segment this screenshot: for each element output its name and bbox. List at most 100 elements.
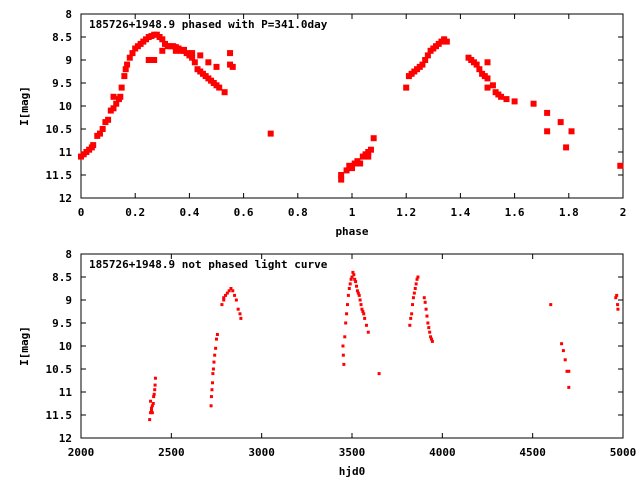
phased-point — [110, 93, 117, 100]
chart-phased: 0 0.2 0.4 0.6 0.8 1 1.2 1.4 1.6 1.8 2 8 8.5 9 9.5 10 10.… — [18, 8, 626, 238]
hjd-point — [353, 277, 357, 281]
hjd-point — [357, 293, 361, 297]
x-tick-label: 1.8 — [559, 206, 579, 219]
hjd-point — [563, 358, 567, 362]
phased-point — [126, 54, 133, 61]
hjd-point — [354, 280, 358, 284]
phased-point — [216, 84, 223, 91]
y-tick-label: 8 — [65, 8, 72, 21]
phased-point — [568, 128, 575, 135]
hjd-point — [210, 388, 214, 392]
hjd-point — [149, 408, 153, 412]
y-axis-label: I[mag] — [18, 326, 31, 366]
phased-point — [544, 109, 551, 116]
hjd-point — [422, 296, 426, 300]
hjd-point — [348, 282, 352, 286]
y-axis-label: I[mag] — [18, 86, 31, 126]
hjd-point — [425, 314, 429, 318]
hjd-point — [341, 353, 345, 357]
phased-point — [489, 82, 496, 89]
x-tick-label: 3000 — [248, 446, 275, 459]
x-tick-label: 4000 — [429, 446, 456, 459]
x-tick-label: 0.8 — [288, 206, 308, 219]
phased-point — [443, 38, 450, 45]
hjd-point — [355, 284, 359, 288]
x-tick-label: 1.6 — [505, 206, 525, 219]
hjd-point — [211, 367, 215, 371]
hjd-point — [239, 316, 243, 320]
phased-point — [476, 66, 483, 73]
hjd-point — [209, 395, 213, 399]
hjd-point — [428, 330, 432, 334]
hjd-point — [215, 337, 218, 341]
phased-point — [357, 160, 364, 167]
hjd-point — [356, 291, 360, 295]
hjd-point — [342, 362, 346, 366]
x-tick-label: 0 — [78, 206, 85, 219]
plot-frame — [80, 253, 624, 439]
hjd-point — [234, 298, 238, 302]
phased-point — [151, 57, 158, 63]
phased-point — [205, 59, 212, 66]
hjd-point — [209, 404, 213, 408]
hjd-point — [416, 275, 420, 279]
x-tick-label: 0.4 — [179, 206, 199, 219]
y-tick-label: 11.5 — [46, 169, 73, 182]
phased-point — [498, 93, 505, 100]
x-tick-label: 0.2 — [125, 206, 145, 219]
y-tick-label: 11 — [59, 386, 73, 399]
x-tick-label: 2000 — [68, 446, 95, 459]
phased-point — [338, 176, 345, 183]
x-tick-label: 3500 — [339, 446, 366, 459]
hjd-point — [359, 303, 363, 307]
hjd-point — [347, 287, 351, 290]
phased-point — [197, 52, 204, 59]
y-tick-label: 10.5 — [46, 363, 73, 376]
hjd-point — [429, 337, 433, 341]
hjd-point — [345, 303, 349, 307]
y-tick-label: 10 — [59, 340, 72, 353]
hjd-point — [412, 291, 416, 295]
phased-point — [110, 105, 117, 112]
hjd-point — [560, 342, 564, 346]
y-tick-label: 8 — [65, 248, 72, 261]
hjd-point — [220, 303, 224, 307]
phased-point — [370, 135, 377, 142]
y-tick-label: 8.5 — [52, 271, 72, 284]
hjd-point — [149, 399, 153, 403]
hjd-point — [233, 293, 237, 297]
x-tick-label: 2500 — [158, 446, 185, 459]
hjd-point — [225, 291, 229, 295]
x-tick-label: 1 — [349, 206, 356, 219]
hjd-point — [150, 404, 154, 408]
hjd-point — [409, 316, 413, 320]
hjd-point — [567, 385, 571, 389]
hjd-point — [341, 344, 345, 348]
hjd-point — [616, 303, 620, 307]
phased-point — [118, 84, 125, 91]
hjd-point — [349, 277, 353, 281]
hjd-point — [148, 418, 152, 422]
chart-unphased: 2000 2500 3000 3500 4000 4500 5000 8 8.5 9 9.5 10 10… — [18, 248, 636, 478]
phased-point — [422, 57, 429, 63]
phased-point — [367, 146, 374, 153]
hjd-point — [366, 330, 370, 334]
y-tick-label: 11.5 — [46, 409, 73, 422]
hjd-point — [423, 300, 427, 304]
phased-point — [129, 50, 136, 57]
phased-point — [221, 89, 228, 96]
phased-point — [124, 61, 131, 68]
hjd-point — [346, 293, 350, 297]
hjd-point — [352, 273, 356, 277]
phased-point — [419, 61, 426, 68]
y-tick-label: 9 — [65, 54, 72, 67]
phased-point — [563, 144, 570, 151]
hjd-point — [615, 293, 619, 297]
phased-point — [511, 98, 518, 105]
y-tick-label: 8.5 — [52, 31, 72, 44]
y-tick-label: 9.5 — [52, 317, 72, 330]
hjd-point — [362, 312, 366, 316]
x-tick-label: 0.6 — [234, 206, 254, 219]
hjd-point — [364, 323, 368, 327]
hjd-point — [153, 388, 157, 392]
